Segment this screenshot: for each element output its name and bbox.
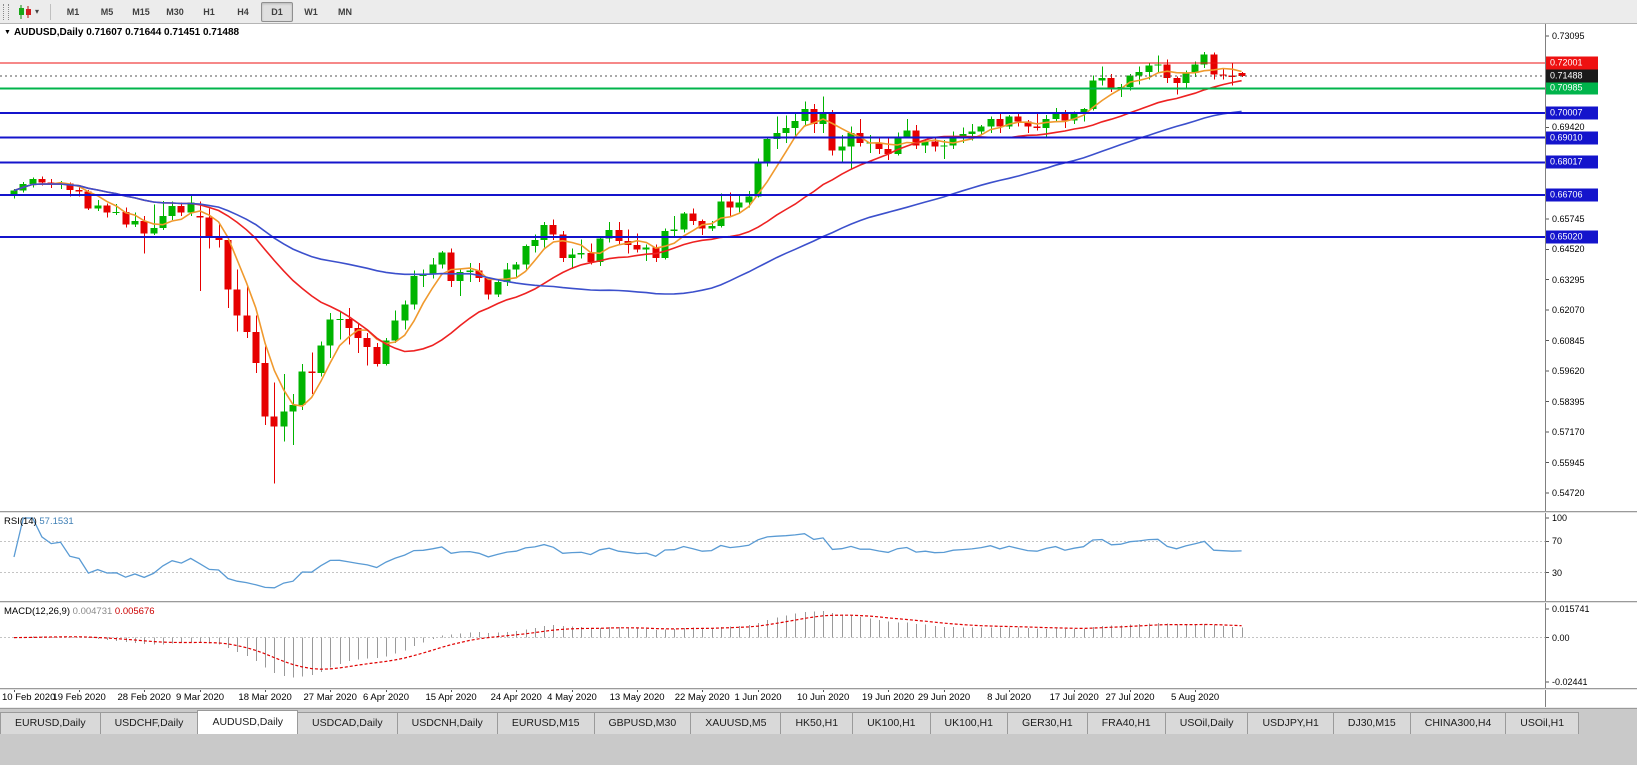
one-click-trading-icon[interactable]: ▼ xyxy=(4,29,11,36)
price-line-badge: 0.70007 xyxy=(1546,106,1598,120)
timeframe-button-m15[interactable]: M15 xyxy=(132,6,150,17)
date-axis-label: 29 Jun 2020 xyxy=(917,692,971,703)
date-axis-label: 27 Mar 2020 xyxy=(303,692,357,703)
date-axis-label: 22 May 2020 xyxy=(674,692,730,703)
chart-window: ▼ AUDUSD,Daily 0.71607 0.71644 0.71451 0.… xyxy=(0,24,1637,707)
price-line-badge: 0.72001 xyxy=(1546,56,1598,70)
chart-tab-uk100-h1[interactable]: UK100,H1 xyxy=(929,712,1008,734)
chart-tab-ger30-h1[interactable]: GER30,H1 xyxy=(1006,712,1088,734)
price-axis-label: 0.63295 xyxy=(1552,274,1585,285)
macd-axis-label: 0.015741 xyxy=(1552,604,1590,614)
date-axis-label: 18 Mar 2020 xyxy=(238,692,292,703)
date-axis-label: 19 Feb 2020 xyxy=(52,692,106,703)
price-axis-label: 0.73095 xyxy=(1552,31,1585,41)
timeframe-button-mn[interactable]: MN xyxy=(338,6,353,17)
price-axis-label: 0.58395 xyxy=(1552,396,1585,407)
price-chart-canvas[interactable] xyxy=(0,24,1637,707)
dropdown-arrow-icon: ▾ xyxy=(35,7,40,16)
chart-tab-usoil-daily[interactable]: USOil,Daily xyxy=(1164,712,1249,734)
rsi-axis-label: 70 xyxy=(1552,536,1563,547)
macd-name: MACD(12,26,9) xyxy=(4,606,70,617)
macd-axis-label: 0.00 xyxy=(1552,632,1570,643)
date-axis-label: 15 Apr 2020 xyxy=(425,692,477,703)
timeframe-button-m1[interactable]: M1 xyxy=(66,6,80,17)
chart-tab-hk50-h1[interactable]: HK50,H1 xyxy=(780,712,854,734)
symbol-period-label: AUDUSD,Daily xyxy=(13,27,84,38)
price-axis-label: 0.55945 xyxy=(1552,457,1585,468)
timeframe-toolbar: ▾ M1 M5 M15 M30 H1 H4 D1 W1 MN xyxy=(0,0,1637,24)
date-axis-label: 1 Jun 2020 xyxy=(734,692,782,703)
rsi-axis-label: 100 xyxy=(1552,513,1568,523)
price-line-badge: 0.69010 xyxy=(1546,131,1598,145)
toolbar-grip[interactable] xyxy=(3,3,9,20)
chart-tabs: EURUSD,Daily USDCHF,Daily AUDUSD,Daily USDC… xyxy=(0,709,1637,734)
timeframe-buttons: M1 M5 M15 M30 H1 H4 D1 W1 MN xyxy=(56,1,362,22)
price-line-badge: 0.66706 xyxy=(1546,188,1598,202)
price-axis-label: 0.57170 xyxy=(1552,427,1585,438)
date-axis-label: 13 May 2020 xyxy=(609,692,665,703)
chart-tab-audusd-daily[interactable]: AUDUSD,Daily xyxy=(197,710,299,734)
rsi-value: 57.1531 xyxy=(39,516,74,527)
date-axis-label: 24 Apr 2020 xyxy=(490,692,542,703)
timeframe-button-h4[interactable]: H4 xyxy=(237,6,249,17)
chart-tab-xauusd-m5[interactable]: XAUUSD,M5 xyxy=(690,712,782,734)
toolbar-separator xyxy=(50,3,52,20)
date-axis-label: 17 Jul 2020 xyxy=(1049,692,1099,703)
date-axis-label: 8 Jul 2020 xyxy=(987,692,1032,703)
chart-tabbar-area: EURUSD,Daily USDCHF,Daily AUDUSD,Daily USDC… xyxy=(0,708,1637,765)
chart-tab-dj30-m15[interactable]: DJ30,M15 xyxy=(1332,712,1411,734)
chart-tab-usdchf-daily[interactable]: USDCHF,Daily xyxy=(99,712,199,734)
date-axis-label: 10 Feb 2020 xyxy=(2,692,56,703)
timeframe-button-w1[interactable]: W1 xyxy=(304,6,318,17)
chart-tab-usdcnh-daily[interactable]: USDCNH,Daily xyxy=(396,712,498,734)
price-line-badge: 0.65020 xyxy=(1546,230,1598,244)
date-axis-label: 6 Apr 2020 xyxy=(363,692,409,703)
chart-tab-eurusd-daily[interactable]: EURUSD,Daily xyxy=(0,712,101,734)
chart-tab-usdcad-daily[interactable]: USDCAD,Daily xyxy=(297,712,398,734)
ohlc-values: 0.71607 0.71644 0.71451 0.71488 xyxy=(86,27,240,38)
macd-main-value: 0.004731 xyxy=(72,606,113,617)
chart-tab-china300-h4[interactable]: CHINA300,H4 xyxy=(1409,712,1507,734)
timeframe-button-m5[interactable]: M5 xyxy=(100,6,114,17)
date-axis-label: 19 Jun 2020 xyxy=(862,692,915,703)
price-line-badge: 0.70985 xyxy=(1546,81,1598,95)
rsi-axis-label: 30 xyxy=(1552,567,1563,578)
chart-title: ▼ AUDUSD,Daily 0.71607 0.71644 0.71451 0.… xyxy=(4,27,239,38)
price-line-badge: 0.68017 xyxy=(1546,155,1598,169)
rsi-name: RSI(14) xyxy=(4,516,37,527)
price-axis-label: 0.62070 xyxy=(1552,305,1585,316)
price-axis-label: 0.54720 xyxy=(1552,488,1585,498)
chart-tab-fra40-h1[interactable]: FRA40,H1 xyxy=(1086,712,1166,734)
price-axis-label: 0.69420 xyxy=(1552,122,1585,133)
rsi-label: RSI(14) 57.1531 xyxy=(4,516,74,527)
chart-overlays: ▼ AUDUSD,Daily 0.71607 0.71644 0.71451 0.… xyxy=(0,24,1637,707)
timeframe-button-h1[interactable]: H1 xyxy=(203,6,215,17)
date-axis-label: 27 Jul 2020 xyxy=(1105,692,1155,703)
chart-tab-usoil-h1[interactable]: USOil,H1 xyxy=(1505,712,1580,734)
date-axis-label: 28 Feb 2020 xyxy=(117,692,171,703)
price-axis-label: 0.64520 xyxy=(1552,244,1585,255)
date-axis-label: 4 May 2020 xyxy=(547,692,597,703)
date-axis-label: 5 Aug 2020 xyxy=(1171,692,1220,703)
macd-axis-label: -0.02441 xyxy=(1552,677,1588,687)
timeframe-button-d1[interactable]: D1 xyxy=(261,1,294,22)
chart-tab-uk100-h1[interactable]: UK100,H1 xyxy=(852,712,931,734)
candlestick-chart-icon[interactable]: ▾ xyxy=(13,2,43,21)
date-axis-label: 10 Jun 2020 xyxy=(796,692,850,703)
chart-tab-gbpusd-m30[interactable]: GBPUSD,M30 xyxy=(593,712,692,734)
date-axis-label: 9 Mar 2020 xyxy=(175,692,225,703)
price-axis-label: 0.65745 xyxy=(1552,213,1585,224)
chart-tab-usdjpy-h1[interactable]: USDJPY,H1 xyxy=(1247,712,1334,734)
current-price-badge: 0.71488 xyxy=(1546,69,1598,83)
chart-tab-eurusd-m15[interactable]: EURUSD,M15 xyxy=(496,712,595,734)
price-axis-label: 0.60845 xyxy=(1552,335,1585,346)
macd-signal-value: 0.005676 xyxy=(114,606,155,617)
timeframe-button-m30[interactable]: M30 xyxy=(166,6,184,17)
macd-label: MACD(12,26,9) 0.004731 0.005676 xyxy=(4,606,155,617)
price-axis-label: 0.59620 xyxy=(1552,366,1585,377)
